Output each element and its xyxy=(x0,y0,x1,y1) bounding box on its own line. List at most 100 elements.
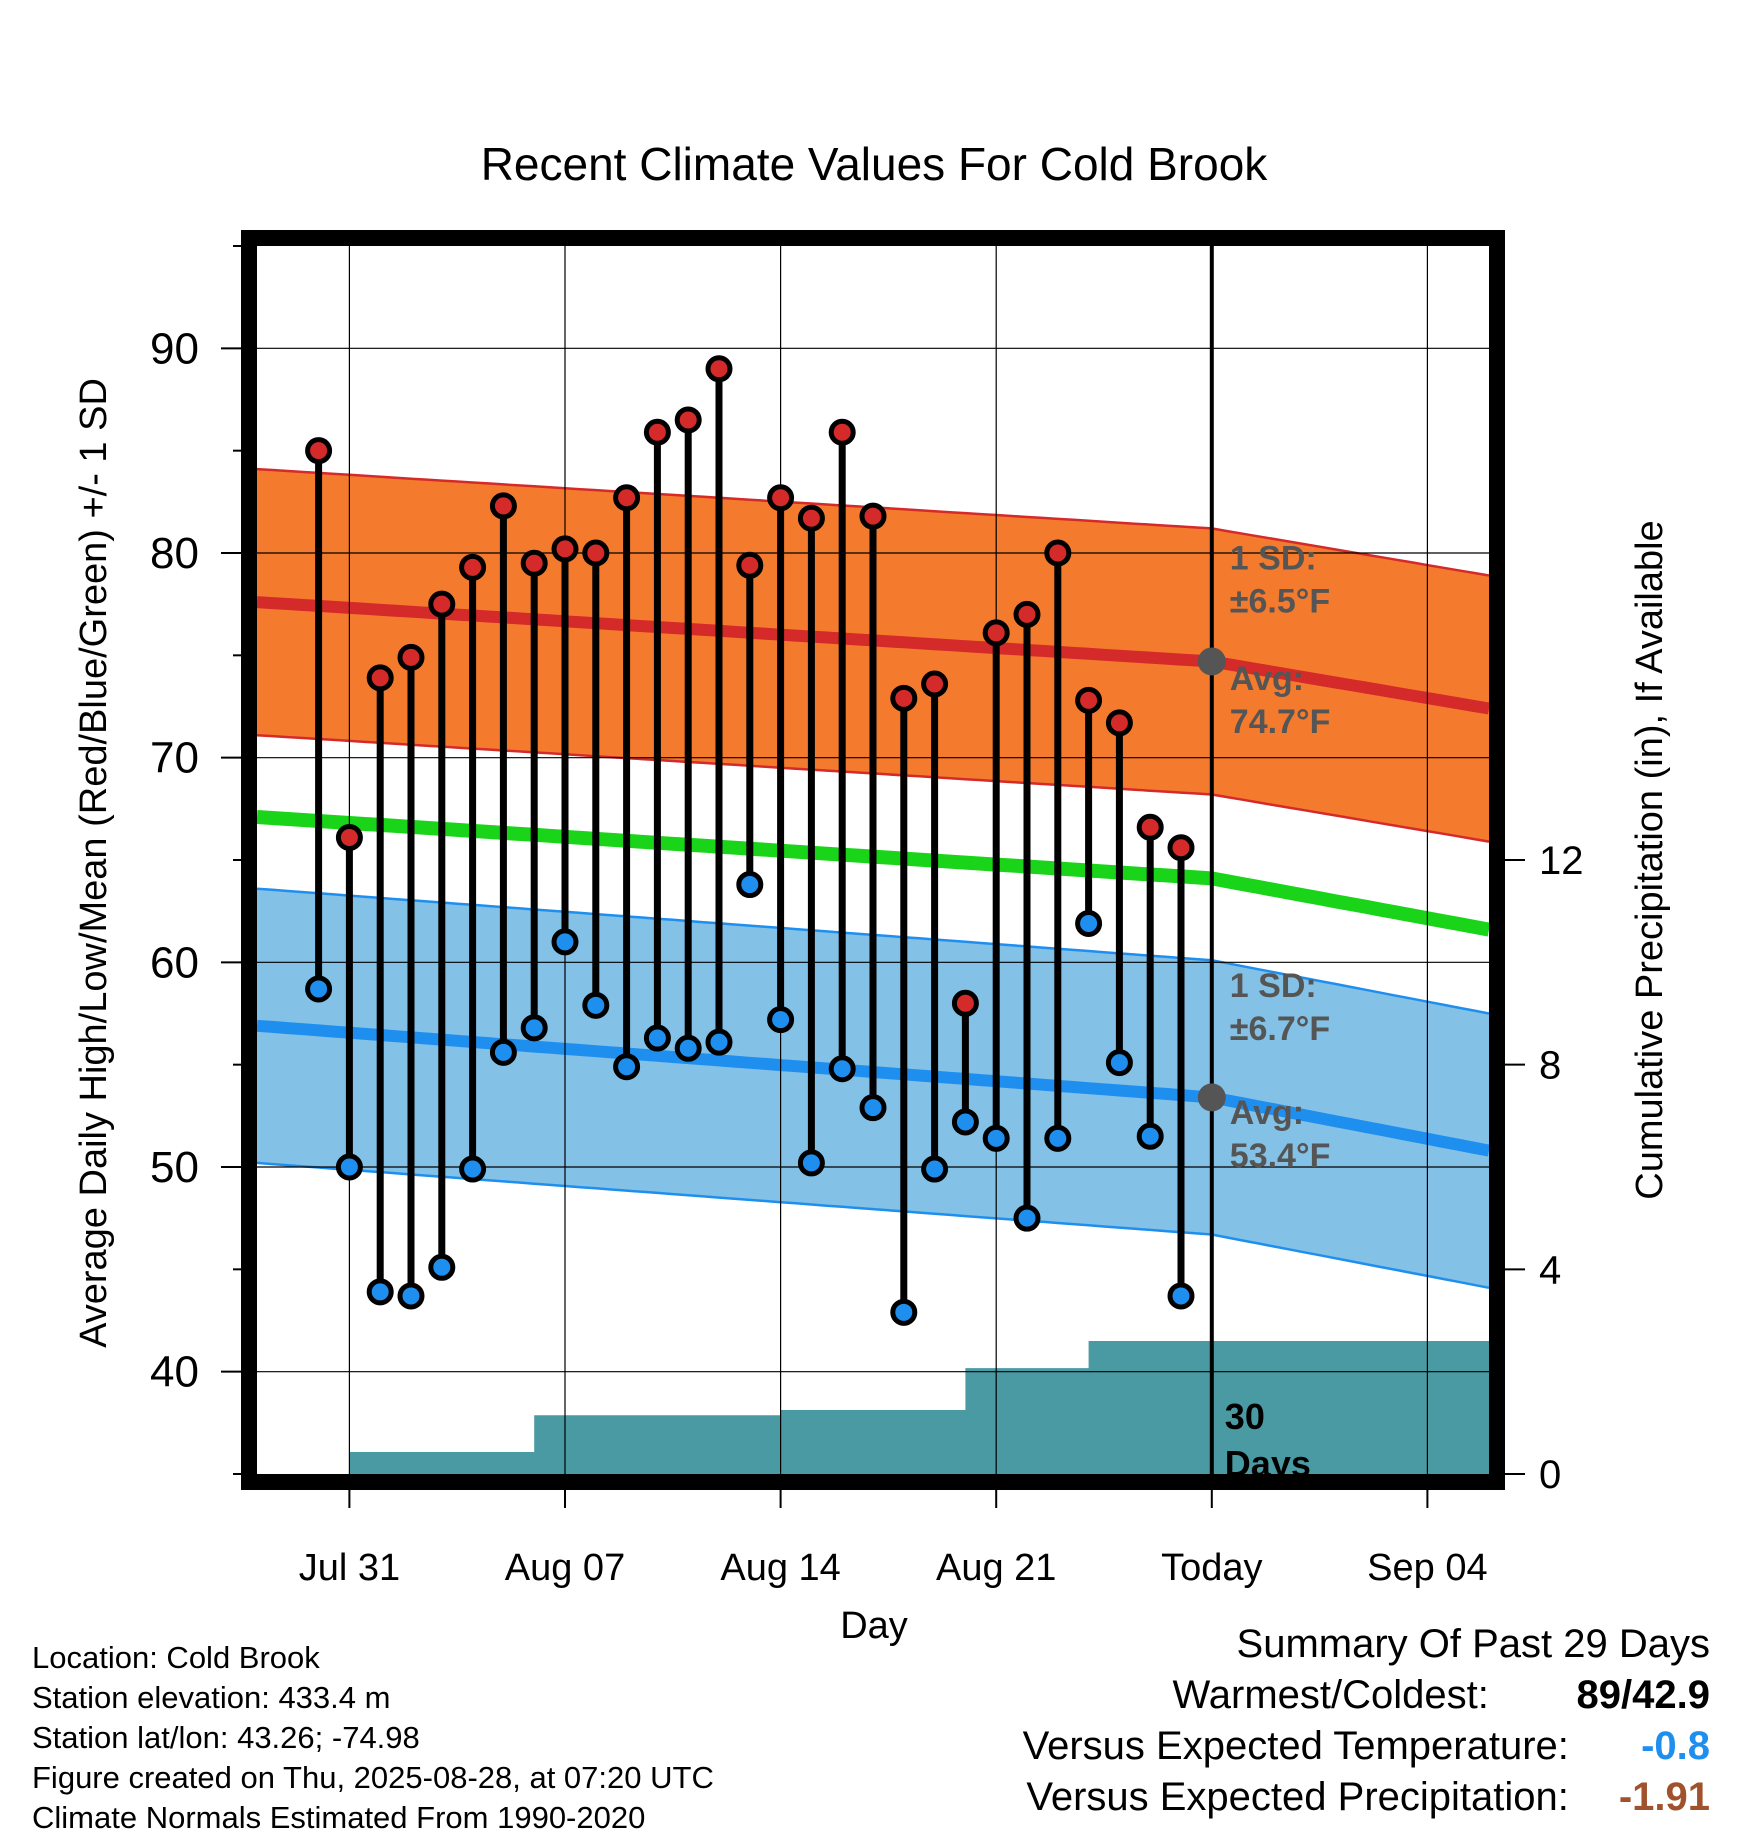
high-point xyxy=(1105,709,1133,737)
y-tick-label: 50 xyxy=(150,1143,199,1192)
y2-tick-label: 8 xyxy=(1539,1044,1561,1088)
y-axis-label: Average Daily High/Low/Mean (Red/Blue/Gr… xyxy=(73,378,115,1348)
high-point xyxy=(1044,539,1072,567)
info-elevation: Station elevation: 433.4 m xyxy=(32,1680,391,1715)
high-point xyxy=(951,989,979,1017)
high-point xyxy=(890,684,918,712)
high-point xyxy=(797,504,825,532)
low-point xyxy=(951,1108,979,1136)
low-point xyxy=(643,1024,671,1052)
high-point xyxy=(736,551,764,579)
high-point xyxy=(305,437,333,465)
high-point xyxy=(828,418,856,446)
y-tick-label: 60 xyxy=(150,938,199,987)
high-point xyxy=(397,643,425,671)
low-point xyxy=(582,991,610,1019)
low-point xyxy=(366,1278,394,1306)
low-point xyxy=(859,1094,887,1122)
x-tick-label: Aug 07 xyxy=(505,1547,625,1589)
low-sd-value: ±6.7°F xyxy=(1230,1010,1330,1048)
summary-warmest-row: Warmest/Coldest: 89/42.9 xyxy=(1173,1673,1711,1718)
high-point xyxy=(1167,834,1195,862)
high-point xyxy=(366,664,394,692)
summary-warmest-value: 89/42.9 xyxy=(1576,1673,1710,1717)
low-point xyxy=(1075,909,1103,937)
low-sd-label: 1 SD: xyxy=(1230,967,1317,1005)
y2-axis-label: Cumulative Precipitation (in), If Availa… xyxy=(1629,520,1671,1199)
low-avg-value: 53.4°F xyxy=(1230,1137,1331,1175)
high-sd-label: 1 SD: xyxy=(1230,539,1317,577)
low-point xyxy=(305,975,333,1003)
high-point xyxy=(520,549,548,577)
high-point xyxy=(1136,813,1164,841)
low-point xyxy=(736,871,764,899)
summary-precip-row: Versus Expected Precipitation: -1.91 xyxy=(1026,1775,1710,1820)
y-tick-label: 40 xyxy=(150,1348,199,1397)
low-point xyxy=(674,1034,702,1062)
low-point xyxy=(1167,1282,1195,1310)
info-created: Figure created on Thu, 2025-08-28, at 07… xyxy=(32,1760,714,1795)
high-point xyxy=(613,484,641,512)
low-point xyxy=(1136,1122,1164,1150)
x-axis-label: Day xyxy=(840,1605,908,1647)
high-point xyxy=(643,418,671,446)
low-point xyxy=(797,1149,825,1177)
low-point xyxy=(551,928,579,956)
high-point xyxy=(582,539,610,567)
summary-temp-value: -0.8 xyxy=(1641,1724,1710,1768)
summary-precip-label: Versus Expected Precipitation: xyxy=(1026,1775,1569,1819)
low-sd-lower-line xyxy=(256,1161,1490,1290)
low-avg-label: Avg: xyxy=(1230,1094,1304,1132)
low-point xyxy=(335,1153,363,1181)
high-point xyxy=(551,535,579,563)
low-point xyxy=(397,1282,425,1310)
low-point xyxy=(428,1253,456,1281)
low-point xyxy=(890,1298,918,1326)
high-point xyxy=(1013,600,1041,628)
chart-title: Recent Climate Values For Cold Brook xyxy=(481,138,1269,190)
station-info: Location: Cold Brook Station elevation: … xyxy=(32,1638,714,1838)
high-point xyxy=(767,484,795,512)
low-point xyxy=(459,1155,487,1183)
low-point xyxy=(828,1055,856,1083)
low-point xyxy=(921,1155,949,1183)
info-normals: Climate Normals Estimated From 1990-2020 xyxy=(32,1800,646,1835)
low-point xyxy=(489,1038,517,1066)
high-avg-label: Avg: xyxy=(1230,660,1304,698)
x-tick-label: Sep 04 xyxy=(1367,1547,1487,1589)
y2-tick-label: 0 xyxy=(1539,1453,1561,1497)
info-location: Location: Cold Brook xyxy=(32,1640,320,1675)
low-point xyxy=(520,1014,548,1042)
y-tick-label: 90 xyxy=(150,324,199,373)
days-label-number: 30 xyxy=(1225,1396,1265,1437)
plot-area: 1 SD: ±6.5°F Avg: 74.7°F 1 SD: ±6.7°F Avg: 53.4… xyxy=(150,230,1584,1589)
low-point xyxy=(705,1028,733,1056)
high-point xyxy=(335,823,363,851)
low-point xyxy=(1013,1204,1041,1232)
y-tick-label: 80 xyxy=(150,529,199,578)
plot-frame xyxy=(241,230,1505,1490)
high-avg-value: 74.7°F xyxy=(1230,703,1331,741)
y2-tick-label: 4 xyxy=(1539,1248,1561,1292)
x-tick-label: Today xyxy=(1161,1547,1262,1589)
summary-temp-row: Versus Expected Temperature: -0.8 xyxy=(1023,1724,1710,1769)
high-point xyxy=(921,670,949,698)
summary-warmest-label: Warmest/Coldest: xyxy=(1172,1673,1489,1717)
low-point xyxy=(982,1124,1010,1152)
low-point xyxy=(767,1006,795,1034)
summary-temp-label: Versus Expected Temperature: xyxy=(1022,1724,1569,1768)
high-point xyxy=(459,553,487,581)
x-tick-label: Jul 31 xyxy=(299,1547,400,1589)
low-point xyxy=(613,1053,641,1081)
info-latlon: Station lat/lon: 43.26; -74.98 xyxy=(32,1720,420,1755)
high-point xyxy=(674,406,702,434)
y2-tick-label: 12 xyxy=(1539,839,1584,883)
low-point xyxy=(1044,1124,1072,1152)
low-avg-today-marker xyxy=(1197,1083,1226,1112)
x-tick-label: Aug 21 xyxy=(936,1547,1056,1589)
summary-title: Summary Of Past 29 Days xyxy=(1236,1622,1710,1666)
high-avg-today-marker xyxy=(1197,647,1226,676)
high-point xyxy=(859,502,887,530)
high-point xyxy=(428,590,456,618)
y-tick-label: 70 xyxy=(150,734,199,783)
